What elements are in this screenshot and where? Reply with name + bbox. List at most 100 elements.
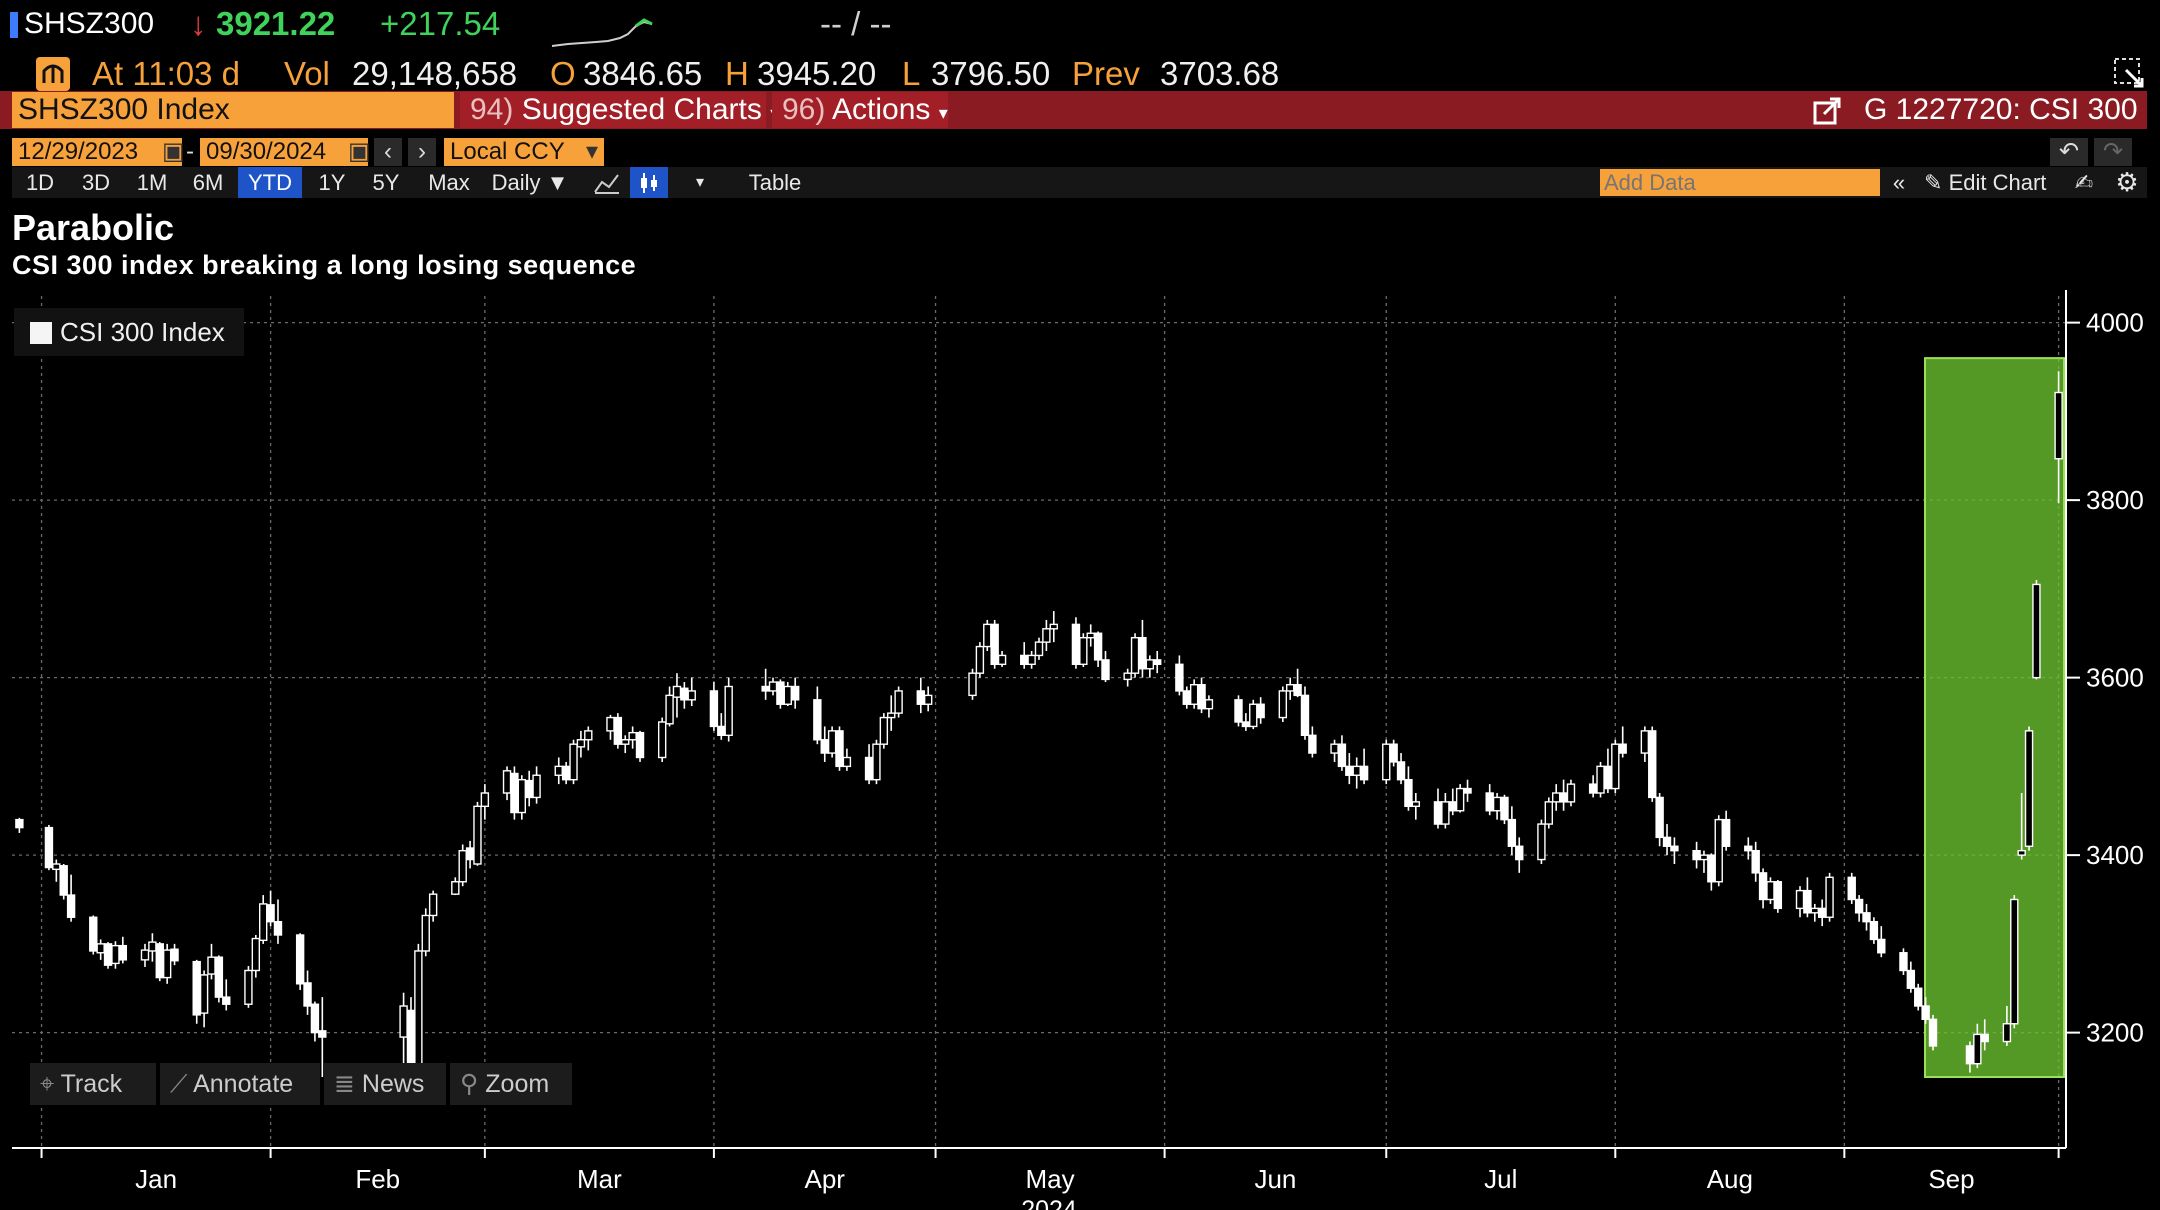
candle (1359, 748, 1369, 785)
candle-body (1455, 787, 1465, 812)
candle-body (1869, 920, 1879, 941)
currency-select[interactable]: Local CCY (444, 138, 580, 166)
candle (318, 997, 327, 1077)
chevron-down-icon[interactable]: ▾ (580, 138, 604, 166)
annotate-label: Annotate (193, 1070, 294, 1098)
candle (768, 677, 778, 696)
collapse-icon[interactable]: « (1892, 170, 1906, 195)
chart-title: Parabolic (12, 207, 175, 248)
y-tick-label: 3800 (2086, 485, 2144, 515)
track-button[interactable]: ⌖ Track (30, 1063, 156, 1105)
annotate-edit-icon[interactable]: ✍ (2074, 170, 2094, 195)
add-data-input[interactable] (1600, 169, 1880, 196)
candle (1123, 668, 1132, 687)
candle (1145, 655, 1155, 678)
candle (872, 739, 881, 785)
candle (813, 686, 822, 745)
start-date-field[interactable]: 12/29/2023 (12, 138, 162, 166)
candle-body (672, 685, 682, 698)
chart-axes: 3200 3400 3600 3800 4000 Jan Feb Mar Apr May Jun Ju… (12, 290, 2144, 1210)
volume-value: 29,148,658 (352, 55, 518, 92)
next-period-icon[interactable]: › (408, 138, 436, 166)
candle (1751, 841, 1760, 882)
candle (1138, 619, 1147, 678)
quote-header: SHSZ300 ↓ 3921.22 +217.54 -- / -- (0, 0, 2160, 66)
candle-body (835, 730, 844, 768)
chart-legend[interactable]: CSI 300 Index (14, 308, 244, 356)
actions-button[interactable]: 96) Actions ▾ (772, 92, 948, 128)
candle (1707, 853, 1716, 891)
candle-body (1145, 659, 1155, 670)
annotate-button[interactable]: ⟋ Annotate (160, 1063, 320, 1105)
candle-body (510, 772, 519, 814)
candle-body (421, 914, 430, 952)
gear-icon[interactable]: ⚙ (2115, 167, 2139, 197)
candle-body (768, 681, 778, 692)
candle (52, 859, 61, 882)
candle (251, 935, 261, 978)
candle-body (310, 1003, 320, 1034)
price-chart[interactable]: 3200 3400 3600 3800 4000 Jan Feb Mar Apr May Jun Ju… (0, 285, 2160, 1210)
candle-body (717, 725, 726, 737)
candle (613, 713, 623, 749)
candle (199, 970, 209, 1028)
candle-body (1382, 743, 1391, 781)
period-3d[interactable]: 3D (81, 170, 111, 195)
end-date-field[interactable]: 09/30/2024 (200, 138, 348, 166)
period-1m[interactable]: 1M (136, 170, 168, 195)
undo-icon[interactable]: ↶ (2050, 138, 2088, 166)
calendar-icon[interactable]: ▣ (162, 138, 185, 166)
candle (1153, 651, 1162, 674)
candle-body (1596, 765, 1605, 794)
edit-chart-label: Edit Chart (1948, 170, 2047, 195)
candle-body (1027, 654, 1036, 666)
candle-body (1507, 818, 1517, 847)
candle-body (399, 1005, 408, 1038)
period-1d[interactable]: 1D (25, 170, 55, 195)
candle (975, 642, 985, 678)
candle-body (687, 690, 696, 701)
candle (827, 726, 837, 758)
candle (1655, 793, 1664, 847)
candle-body (1249, 703, 1258, 728)
candle-body (59, 865, 68, 896)
period-6m[interactable]: 6M (192, 170, 224, 195)
share-icon[interactable] (1812, 96, 1842, 126)
candle (1699, 850, 1709, 873)
candle (1345, 753, 1354, 785)
frequency-select[interactable]: Daily ▼ (488, 167, 572, 198)
candle-body (1773, 881, 1783, 910)
period-ytd[interactable]: YTD (238, 167, 302, 198)
previous-period-icon[interactable]: ‹ (374, 138, 402, 166)
candle (1234, 695, 1243, 727)
candle (1714, 815, 1723, 887)
chevron-down-icon[interactable]: ▾ (695, 174, 705, 191)
security-field[interactable]: SHSZ300 Index (12, 92, 454, 128)
ticker-symbol[interactable]: SHSZ300 (24, 7, 155, 40)
candle (1389, 739, 1398, 767)
popout-icon[interactable] (2112, 56, 2146, 90)
candle-body (1197, 684, 1206, 710)
period-5y[interactable]: 5Y (372, 170, 400, 195)
suggested-charts-button[interactable]: 94) Suggested Charts ▾ (460, 92, 779, 128)
redo-icon[interactable]: ↷ (2094, 138, 2132, 166)
zoom-button[interactable]: ⚲ Zoom (450, 1063, 572, 1105)
candle (1877, 926, 1886, 958)
period-max[interactable]: Max (428, 170, 470, 195)
candle (111, 941, 120, 969)
candle-body (1714, 818, 1723, 883)
period-1y[interactable]: 1Y (318, 170, 346, 195)
candle-body (1204, 699, 1214, 710)
edit-chart-button[interactable]: ✎ Edit Chart (1924, 167, 2060, 198)
candle-body (1662, 836, 1672, 847)
table-button[interactable]: Table (748, 170, 802, 195)
candle-body (1611, 743, 1620, 790)
magnifier-icon: ⚲ (460, 1070, 479, 1098)
calendar-icon[interactable]: ▣ (348, 138, 371, 166)
news-button[interactable]: ≣ News (324, 1063, 446, 1105)
line-chart-icon[interactable] (592, 170, 622, 196)
candle (192, 959, 201, 1024)
candle (1551, 784, 1561, 811)
candle-body (621, 739, 630, 745)
candlestick-icon[interactable] (630, 167, 668, 198)
